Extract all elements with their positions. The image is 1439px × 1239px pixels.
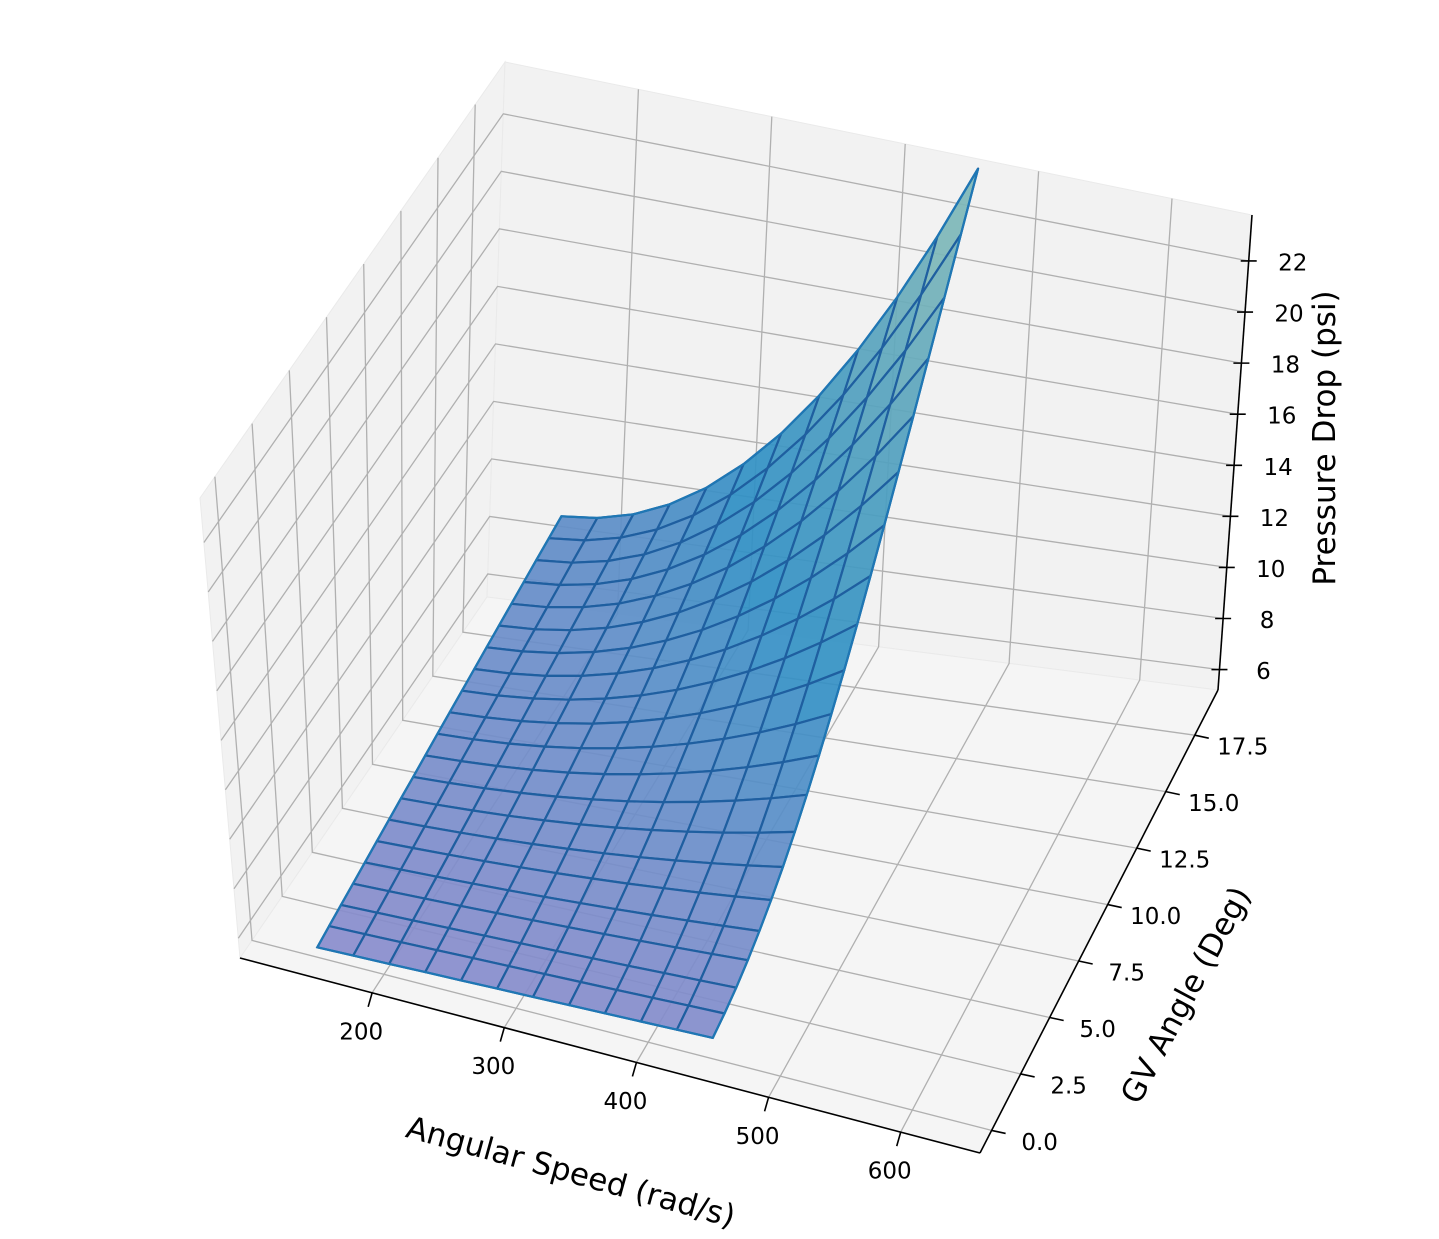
y-axis-line [979, 689, 1219, 1154]
surface-outline [315, 168, 980, 1040]
x-tick [631, 1062, 638, 1077]
z-tick-label: 14 [1263, 455, 1292, 481]
x-tick [763, 1097, 770, 1112]
x-gridline [768, 171, 1040, 1098]
x-tick [895, 1131, 902, 1147]
y-gridline [363, 263, 1108, 906]
z-tick-label: 20 [1274, 302, 1303, 328]
z-gridline [229, 458, 1227, 840]
y-tick-label: 5.0 [1079, 1017, 1116, 1043]
y-tick [991, 1129, 1006, 1135]
z-gridline [207, 170, 1246, 593]
y-tick [1107, 903, 1122, 909]
x-axis-line [239, 957, 981, 1154]
y-tick [1165, 790, 1180, 796]
y-gridline [462, 104, 1195, 736]
y-gridline [432, 157, 1166, 793]
z-tick-label: 6 [1256, 659, 1271, 685]
y-gridline [288, 370, 1050, 1019]
z-gridline [224, 400, 1231, 791]
z-tick-label: 8 [1260, 608, 1275, 634]
x-tick [367, 992, 373, 1008]
x-tick [499, 1027, 506, 1042]
y-tick [1136, 847, 1151, 852]
z-tick-label: 22 [1278, 250, 1307, 276]
x-tick-label: 600 [868, 1159, 912, 1185]
y-tick-label: 12.5 [1159, 848, 1210, 874]
y-tick-label: 0.0 [1021, 1130, 1058, 1156]
z-tick-label: 18 [1271, 353, 1300, 379]
x-gridline [900, 198, 1173, 1133]
y-gridline [400, 210, 1137, 849]
axis-lines [239, 214, 1253, 1154]
z-gridline [211, 228, 1242, 642]
x-tick-label: 500 [736, 1124, 780, 1150]
y-tick-label: 7.5 [1108, 961, 1145, 987]
z-gridline [216, 285, 1238, 692]
y-tick-label: 10.0 [1130, 904, 1181, 930]
y-tick-label: 2.5 [1050, 1073, 1087, 1099]
y-tick-label: 15.0 [1188, 791, 1239, 817]
y-gridline [325, 317, 1079, 962]
z-tick-label: 16 [1267, 404, 1296, 430]
y-gridline [214, 476, 992, 1132]
z-gridline [233, 515, 1224, 890]
z-gridline [237, 573, 1220, 939]
z-gridline [203, 113, 1249, 543]
y-tick [1049, 1016, 1064, 1022]
y-tick-label: 17.5 [1217, 735, 1268, 761]
y-tick [1020, 1073, 1035, 1078]
z-gridline [220, 343, 1235, 741]
x-tick-label: 400 [603, 1089, 647, 1115]
tick-marks [367, 260, 1257, 1147]
grid-lines [203, 89, 1249, 1133]
y-tick [1194, 734, 1209, 739]
surface-mesh [315, 167, 980, 1040]
z-tick-label: 10 [1256, 557, 1285, 583]
x-tick-label: 300 [471, 1054, 515, 1080]
x-tick-label: 200 [339, 1019, 383, 1045]
z-axis-line [1217, 214, 1253, 691]
z-tick-label: 12 [1260, 506, 1289, 532]
y-gridline [251, 423, 1021, 1075]
x-axis-label: Angular Speed (rad/s) [402, 1110, 739, 1235]
z-axis-label: Pressure Drop (psi) [1307, 290, 1343, 585]
y-tick [1078, 960, 1093, 965]
